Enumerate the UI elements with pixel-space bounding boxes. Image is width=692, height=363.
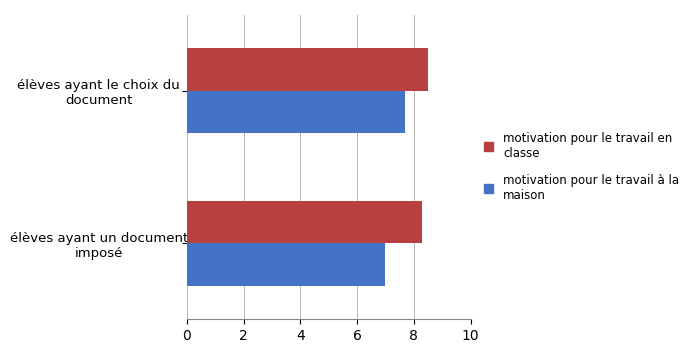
- Bar: [187, 243, 385, 286]
- Bar: [187, 200, 422, 243]
- Bar: [187, 91, 406, 134]
- Bar: [187, 48, 428, 91]
- Legend: motivation pour le travail en
classe, motivation pour le travail à la
maison: motivation pour le travail en classe, mo…: [480, 127, 684, 207]
